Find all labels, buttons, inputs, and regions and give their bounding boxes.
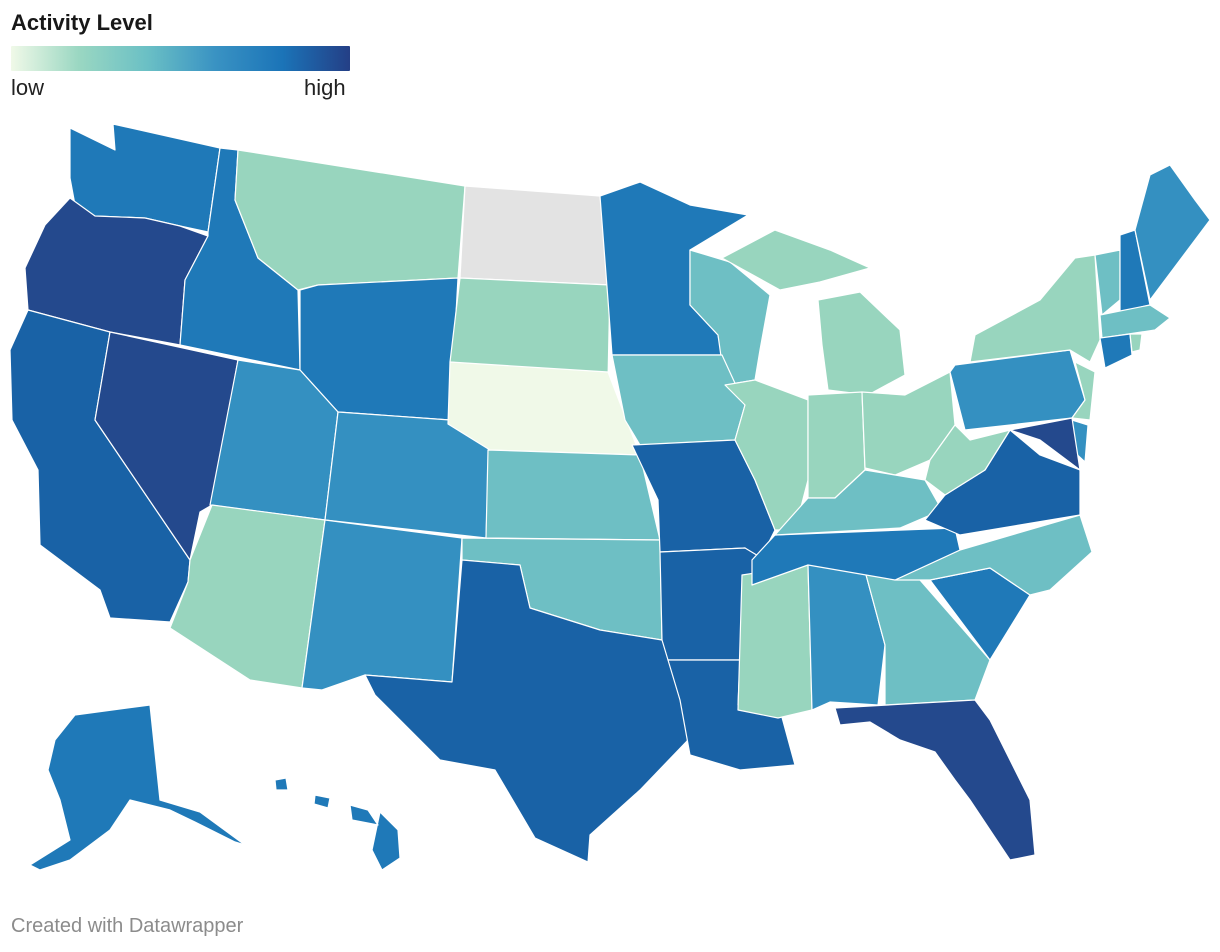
state-new-jersey[interactable] [1071, 361, 1096, 421]
footer-credit: Created with Datawrapper [11, 915, 244, 937]
state-michigan-lower[interactable] [817, 291, 906, 396]
state-west-virginia[interactable] [924, 424, 1011, 496]
state-texas[interactable] [364, 559, 689, 863]
state-hawaii-big-island[interactable] [371, 811, 401, 871]
legend-high-label: high [304, 75, 346, 100]
state-kansas[interactable] [485, 449, 661, 541]
state-new-mexico[interactable] [301, 519, 463, 691]
state-rhode-island[interactable] [1129, 333, 1143, 353]
state-massachusetts[interactable] [1099, 304, 1171, 339]
state-hawaii-oahu[interactable] [313, 794, 331, 809]
state-kentucky[interactable] [774, 469, 943, 536]
state-maine[interactable] [1134, 164, 1211, 301]
state-nebraska[interactable] [447, 361, 641, 456]
state-mississippi[interactable] [737, 564, 813, 719]
state-hawaii-maui[interactable] [349, 804, 379, 826]
state-florida[interactable] [834, 699, 1036, 861]
legend-title: Activity Level [11, 10, 153, 35]
state-new-york[interactable] [969, 254, 1101, 363]
state-maryland[interactable] [1009, 417, 1081, 471]
state-michigan-upper[interactable] [721, 229, 871, 291]
state-hawaii-kauai[interactable] [274, 777, 289, 791]
state-alaska[interactable] [29, 704, 246, 871]
legend-low-label: low [11, 75, 45, 100]
state-north-carolina[interactable] [894, 514, 1093, 596]
state-connecticut[interactable] [1099, 333, 1133, 369]
state-iowa[interactable] [611, 354, 746, 446]
legend-gradient-bar [11, 46, 350, 71]
state-vermont[interactable] [1094, 249, 1121, 316]
state-north-dakota[interactable] [459, 185, 611, 286]
